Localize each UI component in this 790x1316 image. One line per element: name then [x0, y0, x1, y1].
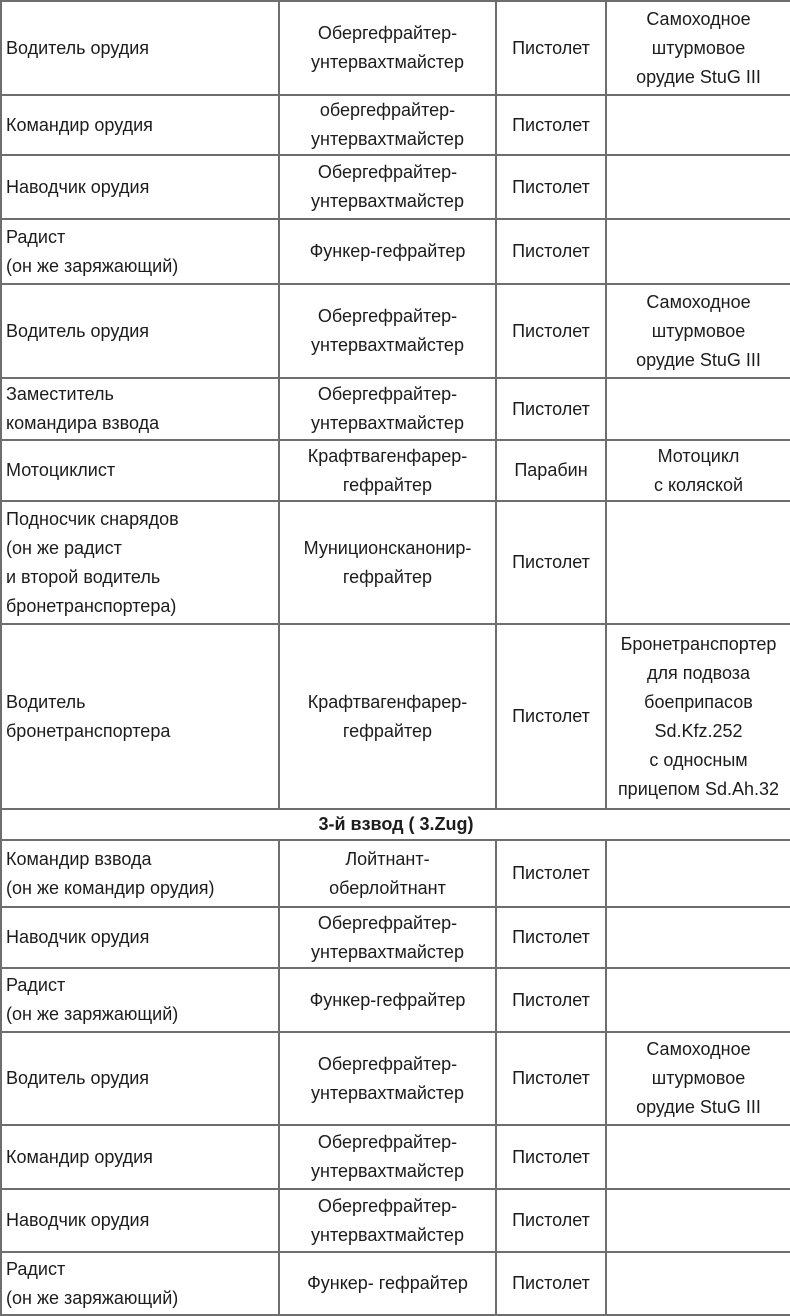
cell-position: Командир орудия [0, 94, 280, 156]
cell-rank: Функер-гефрайтер [278, 967, 497, 1033]
cell-position: Наводчик орудия [0, 154, 280, 220]
table-row: Наводчик орудия Обергефрайтер- унтервахтм… [0, 1188, 790, 1253]
table-row: Командир орудия Обергефрайтер- унтервахтм… [0, 1124, 790, 1190]
cell-weapon: Пистолет [495, 967, 607, 1033]
cell-weapon: Пистолет [495, 1031, 607, 1126]
cell-rank: Обергефрайтер- унтервахтмайстер [278, 1031, 497, 1126]
table-row: Водитель орудия Обергефрайтер- унтервахтм… [0, 283, 790, 379]
cell-rank: Обергефрайтер- унтервахтмайстер [278, 0, 497, 96]
cell-equipment [605, 1251, 790, 1316]
cell-rank: Функер-гефрайтер [278, 218, 497, 285]
cell-rank: обергефрайтер- унтервахтмайстер [278, 94, 497, 156]
cell-position: Радист (он же заряжающий) [0, 218, 280, 285]
section-header: 3-й взвод ( 3.Zug) [0, 808, 790, 841]
table-row: Наводчик орудия Обергефрайтер- унтервахтм… [0, 906, 790, 969]
table-row: Мотоциклист Крафтвагенфарер- гефрайтер Пар… [0, 439, 790, 502]
cell-equipment: Мотоцикл с коляской [605, 439, 790, 502]
cell-position: Командир орудия [0, 1124, 280, 1190]
cell-rank: Обергефрайтер- унтервахтмайстер [278, 154, 497, 220]
cell-weapon: Пистолет [495, 0, 607, 96]
section-header-row: 3-й взвод ( 3.Zug) [0, 808, 790, 841]
cell-weapon: Пистолет [495, 1251, 607, 1316]
table-row: Радист (он же заряжающий) Функер-гефрайте… [0, 218, 790, 285]
table-row: Заместитель командира взвода Обергефрайте… [0, 377, 790, 441]
cell-equipment: Самоходное штурмовое орудие StuG III [605, 0, 790, 96]
cell-weapon: Пистолет [495, 218, 607, 285]
cell-position: Наводчик орудия [0, 1188, 280, 1253]
cell-weapon: Пистолет [495, 906, 607, 969]
cell-position: Командир взвода (он же командир орудия) [0, 839, 280, 908]
cell-rank: Лойтнант- оберлойтнант [278, 839, 497, 908]
cell-equipment: Бронетранспортер для подвоза боеприпасов… [605, 623, 790, 810]
cell-position: Заместитель командира взвода [0, 377, 280, 441]
cell-equipment [605, 1124, 790, 1190]
table-row: Командир орудия обергефрайтер- унтервахтм… [0, 94, 790, 156]
table-row: Водитель бронетранспортера Крафтвагенфаре… [0, 623, 790, 810]
cell-rank: Крафтвагенфарер- гефрайтер [278, 439, 497, 502]
cell-rank: Обергефрайтер- унтервахтмайстер [278, 1188, 497, 1253]
table-row: Радист (он же заряжающий) Функер-гефрайте… [0, 967, 790, 1033]
cell-equipment [605, 967, 790, 1033]
cell-rank: Крафтвагенфарер- гефрайтер [278, 623, 497, 810]
cell-weapon: Пистолет [495, 377, 607, 441]
cell-rank: Функер- гефрайтер [278, 1251, 497, 1316]
cell-weapon: Пистолет [495, 154, 607, 220]
cell-weapon: Пистолет [495, 500, 607, 625]
table-row: Радист (он же заряжающий) Функер- гефрайт… [0, 1251, 790, 1316]
cell-equipment [605, 1188, 790, 1253]
cell-rank: Муниционсканонир- гефрайтер [278, 500, 497, 625]
table-row: Командир взвода (он же командир орудия) Л… [0, 839, 790, 908]
cell-rank: Обергефрайтер- унтервахтмайстер [278, 377, 497, 441]
cell-position: Радист (он же заряжающий) [0, 1251, 280, 1316]
cell-equipment: Самоходное штурмовое орудие StuG III [605, 1031, 790, 1126]
table-row: Подносчик снарядов (он же радист и второ… [0, 500, 790, 625]
table-row: Наводчик орудия Обергефрайтер- унтервахтм… [0, 154, 790, 220]
cell-weapon: Пистолет [495, 94, 607, 156]
cell-rank: Обергефрайтер- унтервахтмайстер [278, 1124, 497, 1190]
cell-weapon: Пистолет [495, 283, 607, 379]
cell-position: Водитель орудия [0, 283, 280, 379]
cell-weapon: Пистолет [495, 1188, 607, 1253]
cell-equipment [605, 94, 790, 156]
cell-position: Мотоциклист [0, 439, 280, 502]
cell-rank: Обергефрайтер- унтервахтмайстер [278, 283, 497, 379]
cell-equipment [605, 906, 790, 969]
cell-equipment [605, 218, 790, 285]
cell-weapon: Пистолет [495, 623, 607, 810]
cell-position: Подносчик снарядов (он же радист и второ… [0, 500, 280, 625]
cell-equipment [605, 500, 790, 625]
cell-position: Водитель орудия [0, 0, 280, 96]
cell-weapon: Пистолет [495, 839, 607, 908]
cell-position: Водитель бронетранспортера [0, 623, 280, 810]
cell-equipment [605, 839, 790, 908]
cell-weapon: Пистолет [495, 1124, 607, 1190]
table-row: Водитель орудия Обергефрайтер- унтервахтм… [0, 0, 790, 96]
cell-weapon: Парабин [495, 439, 607, 502]
cell-equipment [605, 154, 790, 220]
cell-rank: Обергефрайтер- унтервахтмайстер [278, 906, 497, 969]
cell-equipment: Самоходное штурмовое орудие StuG III [605, 283, 790, 379]
cell-position: Наводчик орудия [0, 906, 280, 969]
cell-position: Радист (он же заряжающий) [0, 967, 280, 1033]
cell-position: Водитель орудия [0, 1031, 280, 1126]
table-row: Водитель орудия Обергефрайтер- унтервахтм… [0, 1031, 790, 1126]
cell-equipment [605, 377, 790, 441]
